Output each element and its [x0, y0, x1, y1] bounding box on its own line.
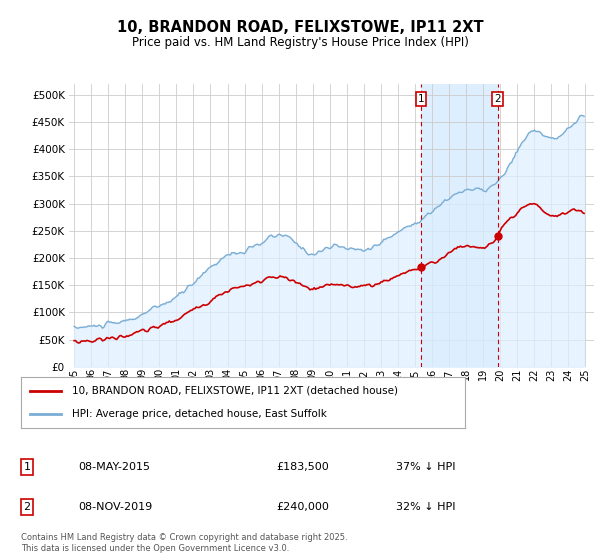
Text: 1: 1	[23, 462, 31, 472]
Text: 37% ↓ HPI: 37% ↓ HPI	[396, 462, 455, 472]
Text: Price paid vs. HM Land Registry's House Price Index (HPI): Price paid vs. HM Land Registry's House …	[131, 36, 469, 49]
Text: 08-MAY-2015: 08-MAY-2015	[78, 462, 150, 472]
Text: 32% ↓ HPI: 32% ↓ HPI	[396, 502, 455, 512]
Text: 08-NOV-2019: 08-NOV-2019	[78, 502, 152, 512]
Text: 1: 1	[418, 94, 424, 104]
Text: £240,000: £240,000	[276, 502, 329, 512]
Text: Contains HM Land Registry data © Crown copyright and database right 2025.
This d: Contains HM Land Registry data © Crown c…	[21, 533, 347, 553]
Text: 10, BRANDON ROAD, FELIXSTOWE, IP11 2XT: 10, BRANDON ROAD, FELIXSTOWE, IP11 2XT	[116, 20, 484, 35]
Text: 2: 2	[494, 94, 501, 104]
Text: 2: 2	[23, 502, 31, 512]
Bar	[421, 84, 497, 367]
Text: HPI: Average price, detached house, East Suffolk: HPI: Average price, detached house, East…	[72, 409, 327, 419]
Text: 10, BRANDON ROAD, FELIXSTOWE, IP11 2XT (detached house): 10, BRANDON ROAD, FELIXSTOWE, IP11 2XT (…	[72, 386, 398, 396]
Text: £183,500: £183,500	[276, 462, 329, 472]
